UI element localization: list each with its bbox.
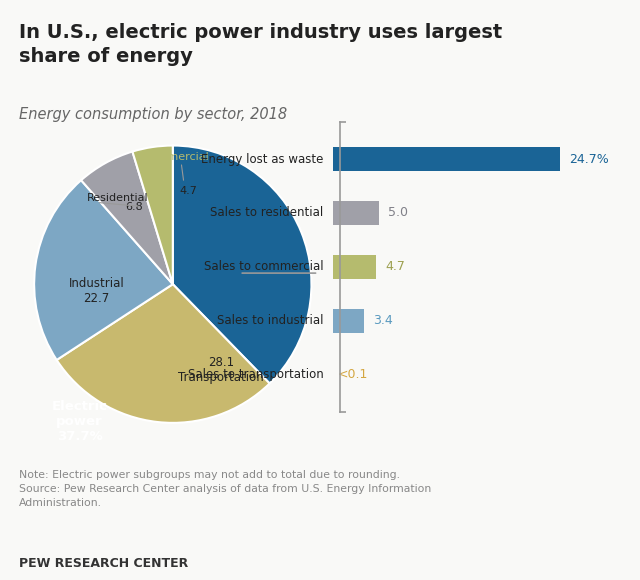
Bar	[333, 309, 364, 333]
Text: <0.1: <0.1	[338, 368, 368, 381]
Wedge shape	[34, 180, 173, 360]
Text: 5.0: 5.0	[388, 206, 408, 219]
Text: Residential: Residential	[87, 193, 148, 203]
Wedge shape	[132, 146, 173, 284]
Text: 4.7: 4.7	[179, 186, 197, 196]
Text: Note: Electric power subgroups may not add to total due to rounding.
Source: Pew: Note: Electric power subgroups may not a…	[19, 470, 431, 508]
Text: Energy lost as waste: Energy lost as waste	[201, 153, 324, 165]
Text: In U.S., electric power industry uses largest
share of energy: In U.S., electric power industry uses la…	[19, 23, 502, 66]
Text: Energy consumption by sector, 2018: Energy consumption by sector, 2018	[19, 107, 287, 122]
Text: Sales to industrial: Sales to industrial	[217, 314, 324, 327]
Text: 6.8: 6.8	[125, 201, 143, 212]
Wedge shape	[173, 146, 312, 383]
Text: 3.4: 3.4	[373, 314, 393, 327]
Text: 28.1
Transportation: 28.1 Transportation	[179, 356, 264, 384]
Text: Sales to commercial: Sales to commercial	[204, 260, 324, 273]
Text: Electric
power
37.7%: Electric power 37.7%	[52, 400, 108, 443]
Wedge shape	[57, 284, 269, 423]
Bar	[333, 255, 376, 279]
Bar	[333, 201, 379, 225]
Text: 24.7%: 24.7%	[569, 153, 609, 165]
Text: PEW RESEARCH CENTER: PEW RESEARCH CENTER	[19, 557, 188, 570]
Text: Commercial: Commercial	[142, 151, 209, 162]
Text: 4.7: 4.7	[385, 260, 405, 273]
Bar	[333, 147, 560, 171]
Wedge shape	[81, 151, 173, 284]
Text: Sales to residential: Sales to residential	[211, 206, 324, 219]
Text: Sales to transportation: Sales to transportation	[188, 368, 324, 381]
Text: Industrial
22.7: Industrial 22.7	[68, 277, 124, 305]
